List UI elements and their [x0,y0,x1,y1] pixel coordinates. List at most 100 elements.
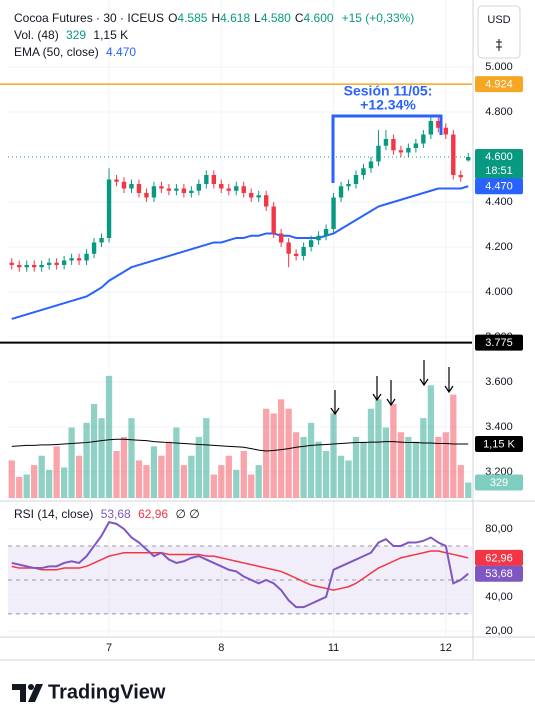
rsi-name[interactable]: RSI (14, close) [14,507,94,521]
change: +15 (+0,33%) [341,11,415,25]
y-tick-label: 4.400 [485,196,513,208]
candle-body [159,186,164,189]
volume-label: 329 [490,477,508,489]
chart: 7811125.0004.8004.4004.2004.0003.8003.60… [0,0,535,661]
candle-body [17,264,22,268]
candle-body [204,174,209,184]
rsi-legend: RSI (14, close) 53,68 62,96 ∅ ∅ [14,507,204,521]
brand-logo[interactable]: TradingView [10,678,190,708]
candle-body [76,258,82,261]
candle-body [346,183,351,187]
candle-body [421,134,426,144]
volume-bar [225,455,232,498]
volume-ma-label: 1,15 K [483,438,515,450]
y-tick-label: 40,00 [485,591,513,603]
ohlc-value: 4.618 [220,11,251,25]
candle-body [436,121,441,128]
x-tick-label: 12 [440,642,452,654]
candle-body [249,192,254,198]
ohlc-value: 4.580 [260,11,291,25]
annotation-arrowhead [444,385,454,394]
candle-body [174,188,179,191]
y-tick-label: 4.800 [485,106,513,118]
ema-label: 4.470 [485,181,513,193]
x-tick-label: 7 [106,642,112,654]
candle-body [391,139,396,151]
volume-bar [90,404,98,498]
hline-label-bg [475,334,523,351]
volume-bar [352,436,360,498]
hline-label-bg [475,76,523,93]
volume-name[interactable]: Vol. (48) [14,28,59,42]
rsi-line [11,521,469,609]
candle-body [151,186,157,198]
candle-body [383,139,389,146]
volume-bar [203,418,210,498]
ohlc-key: C [294,11,304,25]
volume-bar [195,436,202,498]
x-tick-label: 11 [328,642,339,654]
candle-body [458,174,463,178]
annotation-text: Sesión 11/05: [344,83,433,99]
volume-bar [278,399,285,498]
volume-bar [315,441,322,498]
candle-body [24,264,29,268]
volume-bar [412,441,420,498]
volume-bar [360,441,367,498]
candle-body [54,262,59,265]
candle-body [241,186,246,193]
volume-bar [442,432,449,498]
rsi-extra: ∅ ∅ [175,507,200,521]
symbol-legend: Cocoa Futures · 30 · ICEUS O4.585 H4.618 L4… [14,11,418,25]
logo-mark [28,684,34,690]
candle-body [99,237,104,243]
annotation-arrowhead [330,407,340,416]
rsi-ma-value: 62,96 [138,507,169,521]
volume-bar [255,465,262,498]
currency-box [477,5,521,59]
ohlc-value: 4.600 [303,11,334,25]
ohlc-value: 4.585 [177,11,208,25]
candle-body [316,235,321,241]
ohlc: O4.585 H4.618 L4.580 C4.600 [168,11,338,25]
candle-body [106,179,112,238]
y-tick-label: 4.200 [485,241,513,253]
volume-bar [75,455,83,498]
ohlc-key: H [211,11,221,25]
volume-bar [337,455,345,498]
volume-bar [263,408,270,498]
y-tick-label: 3.600 [485,376,513,388]
candle-body [129,183,134,189]
volume-bar [405,436,412,498]
volume-bar [322,451,330,498]
volume-label-bg [475,474,523,491]
ema-name[interactable]: EMA (50, close) [14,45,99,59]
volume-bar [83,422,90,498]
rsi-ma-label: 62,96 [485,552,513,564]
volume-bar [300,436,307,498]
volume-bar [143,465,150,498]
volume-bar [397,432,405,498]
volume-bar [435,436,442,498]
rsi-label-bg [475,565,523,582]
candle-body [189,190,194,193]
annotation-arrowhead [372,393,382,402]
volume-bar [427,385,434,498]
last-price-bg [475,149,523,180]
volume-bar [120,436,128,498]
candle-body [31,264,37,268]
volume-bar [218,465,225,498]
rsi-ma-label-bg [475,549,523,566]
volume-bar [31,465,38,498]
candle-body [121,181,127,189]
candle-body [69,258,74,261]
annotation-bracket [331,114,443,183]
volume-bar [165,441,173,498]
hline-label: 3.775 [485,337,513,349]
candle-body [278,233,284,243]
candle-body [136,183,142,193]
ema-line [11,185,469,320]
volume-bar [210,474,217,498]
symbol[interactable]: Cocoa Futures · 30 · ICEUS [14,11,165,25]
volume-bar [375,399,382,498]
